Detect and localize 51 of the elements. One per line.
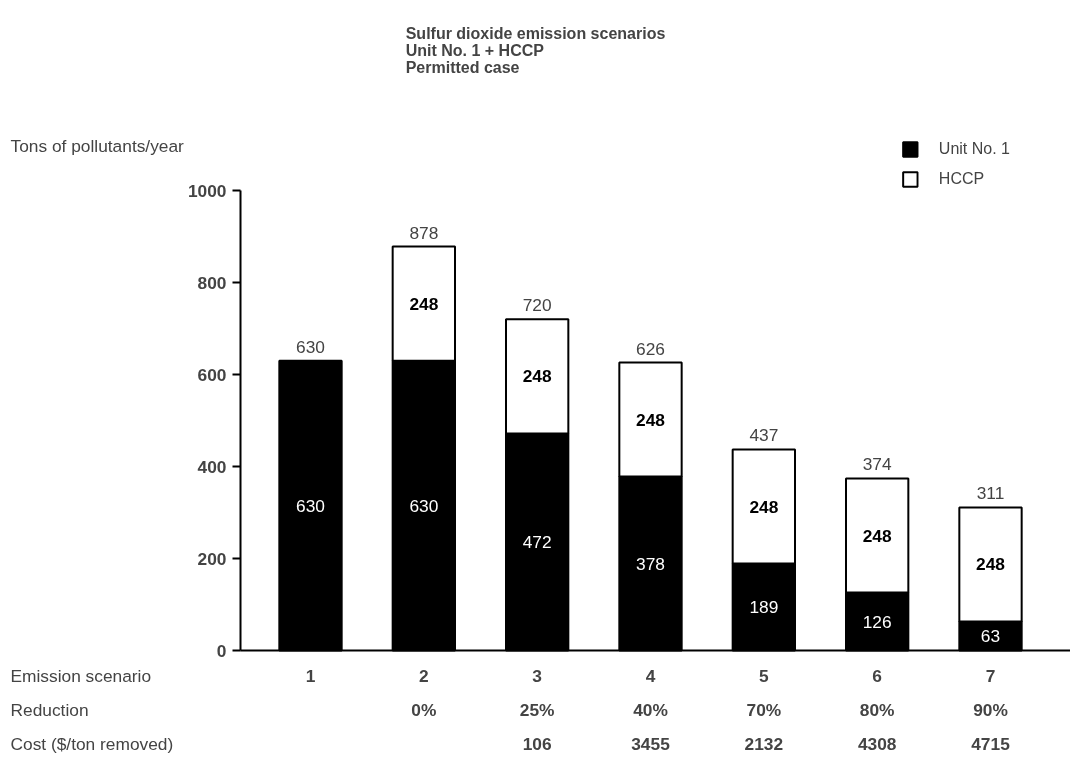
data-label: 248 [409, 293, 439, 314]
x-axis-title: Emission scenario [10, 665, 152, 686]
x-tick-label: 3 [532, 665, 543, 686]
total-label: 878 [409, 222, 439, 243]
text: 4308 [857, 733, 897, 754]
total-label: 626 [636, 338, 665, 359]
data-label: 630 [296, 495, 325, 516]
y-tick-label: 200 [197, 548, 227, 569]
y-tick-label: 400 [197, 456, 227, 477]
x-tick-label: 4 [645, 665, 656, 686]
text: Reduction [10, 699, 89, 720]
text: 90% [973, 699, 1008, 720]
y-tick-label: 1000 [187, 180, 227, 201]
y-tick-label: 600 [197, 364, 227, 385]
text: 2132 [744, 733, 784, 754]
total-label: 311 [976, 483, 1005, 504]
data-label: 248 [976, 554, 1006, 575]
y-axis-title: Tons of pollutants/year [10, 135, 185, 156]
text: 4715 [971, 733, 1011, 754]
x-tick-label: 2 [419, 665, 429, 686]
data-label: 630 [409, 495, 439, 516]
total-label: 437 [749, 425, 779, 446]
data-label: 248 [749, 496, 779, 517]
y-tick-label: 0 [216, 640, 227, 661]
x-tick-label: 7 [985, 665, 996, 686]
data-label: 378 [636, 553, 665, 574]
text: 40% [633, 699, 668, 720]
data-label: 248 [636, 409, 666, 430]
text: 3455 [631, 733, 671, 754]
text: 80% [859, 699, 895, 720]
text: Cost ($/ton removed) [10, 733, 174, 754]
total-label: 630 [296, 336, 325, 357]
legend-label: HCCP [938, 170, 985, 188]
legend-label: Unit No. 1 [938, 140, 1010, 158]
chart-title: Sulfur dioxide emission scenarios Unit No. 1 + HCCP Permitted case [405, 24, 666, 76]
x-tick-label: 1 [305, 665, 316, 686]
total-label: 720 [522, 295, 552, 316]
text: 0% [411, 699, 437, 720]
data-label: 248 [862, 525, 892, 546]
data-label: 189 [749, 597, 779, 618]
data-label: 472 [522, 531, 552, 552]
x-tick-label: 5 [759, 665, 770, 686]
x-tick-label: 6 [872, 665, 883, 686]
text: 106 [522, 733, 552, 754]
text: 25% [519, 699, 555, 720]
data-label: 63 [980, 626, 1001, 647]
text: 70% [746, 699, 782, 720]
data-label: 126 [862, 611, 892, 632]
data-label: 248 [522, 366, 552, 387]
total-label: 374 [862, 454, 892, 475]
y-tick-label: 800 [197, 272, 227, 293]
